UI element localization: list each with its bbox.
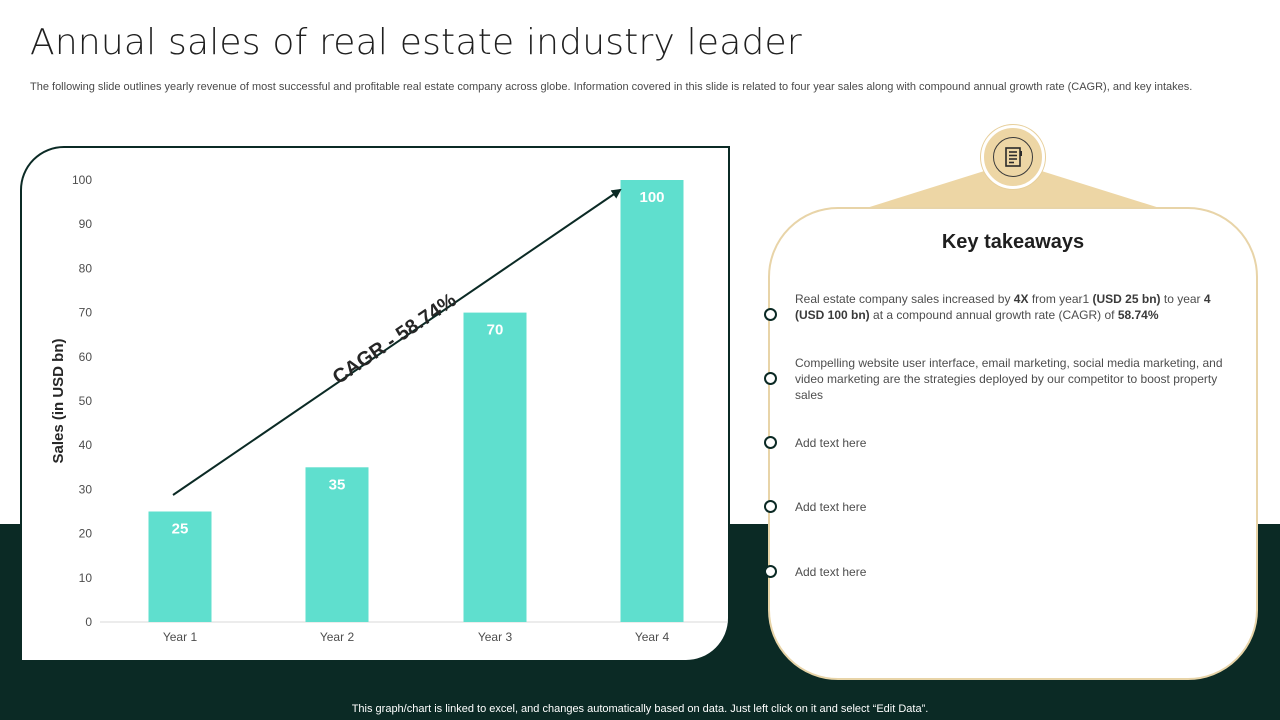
bullet-dot bbox=[764, 565, 777, 578]
takeaway-item-1: Real estate company sales increased by 4… bbox=[795, 291, 1225, 323]
y-tick-label: 100 bbox=[72, 173, 92, 187]
footer-note: This graph/chart is linked to excel, and… bbox=[351, 703, 929, 715]
page-title: Annual sales of real estate industry lea… bbox=[30, 22, 802, 63]
y-axis-label: Sales (in USD bn) bbox=[50, 338, 67, 463]
takeaway-item-5[interactable]: Add text here bbox=[795, 565, 867, 579]
notebook-icon bbox=[993, 137, 1033, 177]
bar-value-label: 35 bbox=[329, 476, 346, 493]
takeaway-1-bold: (USD 25 bn) bbox=[1092, 292, 1161, 306]
y-tick-label: 20 bbox=[79, 527, 93, 541]
y-tick-label: 80 bbox=[79, 261, 93, 275]
x-tick-label: Year 3 bbox=[478, 630, 513, 644]
takeaway-1-text: at a compound annual growth rate (CAGR) … bbox=[869, 308, 1118, 322]
bar-value-label: 70 bbox=[487, 322, 504, 339]
bar-chart[interactable]: 0 10 20 30 40 50 60 70 80 90 100 25 35 70 100 Year 1 Y… bbox=[22, 148, 728, 660]
bar-year-2[interactable] bbox=[305, 467, 369, 622]
x-tick-label: Year 4 bbox=[635, 630, 670, 644]
chart-card[interactable]: 0 10 20 30 40 50 60 70 80 90 100 25 35 70 100 Year 1 Y… bbox=[20, 146, 730, 662]
y-tick-label: 30 bbox=[79, 482, 93, 496]
takeaway-item-2: Compelling website user interface, email… bbox=[795, 356, 1223, 402]
bullet-dot bbox=[764, 372, 777, 385]
takeaway-1-bold: 58.74% bbox=[1117, 308, 1159, 322]
cagr-arrow bbox=[172, 188, 622, 496]
y-tick-label: 0 bbox=[85, 615, 92, 629]
y-tick-label: 60 bbox=[79, 350, 93, 364]
takeaway-item-3[interactable]: Add text here bbox=[795, 436, 867, 450]
takeaway-1-bold: 4 (USD 100 bn) bbox=[795, 292, 1211, 322]
bar-year-4[interactable] bbox=[620, 180, 684, 622]
bar-year-1[interactable] bbox=[148, 511, 212, 623]
bullet-dot bbox=[764, 308, 777, 321]
x-tick-label: Year 1 bbox=[163, 630, 198, 644]
bar-value-label: 25 bbox=[172, 521, 189, 538]
bar-value-label: 100 bbox=[639, 189, 664, 206]
takeaway-1-text: Real estate company sales increased by bbox=[795, 292, 1014, 306]
y-tick-label: 70 bbox=[79, 306, 93, 320]
page-subtitle: The following slide outlines yearly reve… bbox=[30, 81, 1193, 93]
takeaway-item-4[interactable]: Add text here bbox=[795, 500, 867, 514]
takeaways-title: Key takeaways bbox=[941, 231, 1085, 253]
bar-year-3[interactable] bbox=[463, 312, 527, 622]
takeaway-1-text: from year1 bbox=[1028, 292, 1093, 306]
bullet-dot bbox=[764, 500, 777, 513]
x-tick-label: Year 2 bbox=[320, 630, 355, 644]
takeaways-icon-badge bbox=[981, 125, 1045, 189]
y-tick-label: 90 bbox=[79, 217, 93, 231]
takeaway-1-text: to year bbox=[1160, 292, 1204, 306]
y-tick-label: 40 bbox=[79, 438, 93, 452]
key-takeaways-panel: Key takeaways bbox=[768, 207, 1258, 680]
bullet-dot bbox=[764, 436, 777, 449]
takeaway-1-bold: 4X bbox=[1013, 292, 1029, 306]
y-tick-label: 10 bbox=[79, 571, 93, 585]
y-tick-label: 50 bbox=[79, 394, 93, 408]
